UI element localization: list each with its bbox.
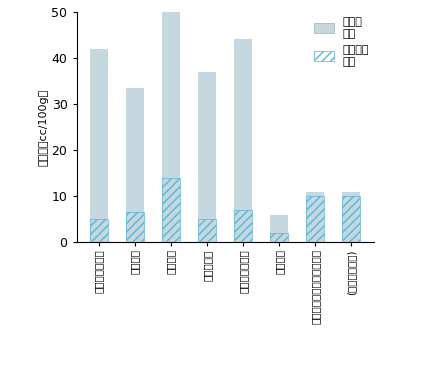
Bar — [343, 192, 360, 242]
Bar — [162, 178, 180, 242]
Bar — [162, 12, 180, 242]
Legend: 拡散性
水素, 非拡散性
水素: 拡散性 水素, 非拡散性 水素 — [312, 15, 371, 69]
Bar — [198, 219, 216, 242]
Y-axis label: 水素量（cc/100g）: 水素量（cc/100g） — [39, 88, 49, 166]
Bar — [234, 210, 252, 242]
Bar — [343, 196, 360, 242]
Bar — [270, 215, 288, 242]
Bar — [90, 219, 108, 242]
Bar — [90, 48, 108, 242]
Bar — [126, 88, 144, 242]
Bar — [306, 192, 324, 242]
Bar — [306, 196, 324, 242]
Bar — [270, 233, 288, 242]
Bar — [126, 212, 144, 242]
Bar — [234, 39, 252, 242]
Bar — [198, 72, 216, 242]
